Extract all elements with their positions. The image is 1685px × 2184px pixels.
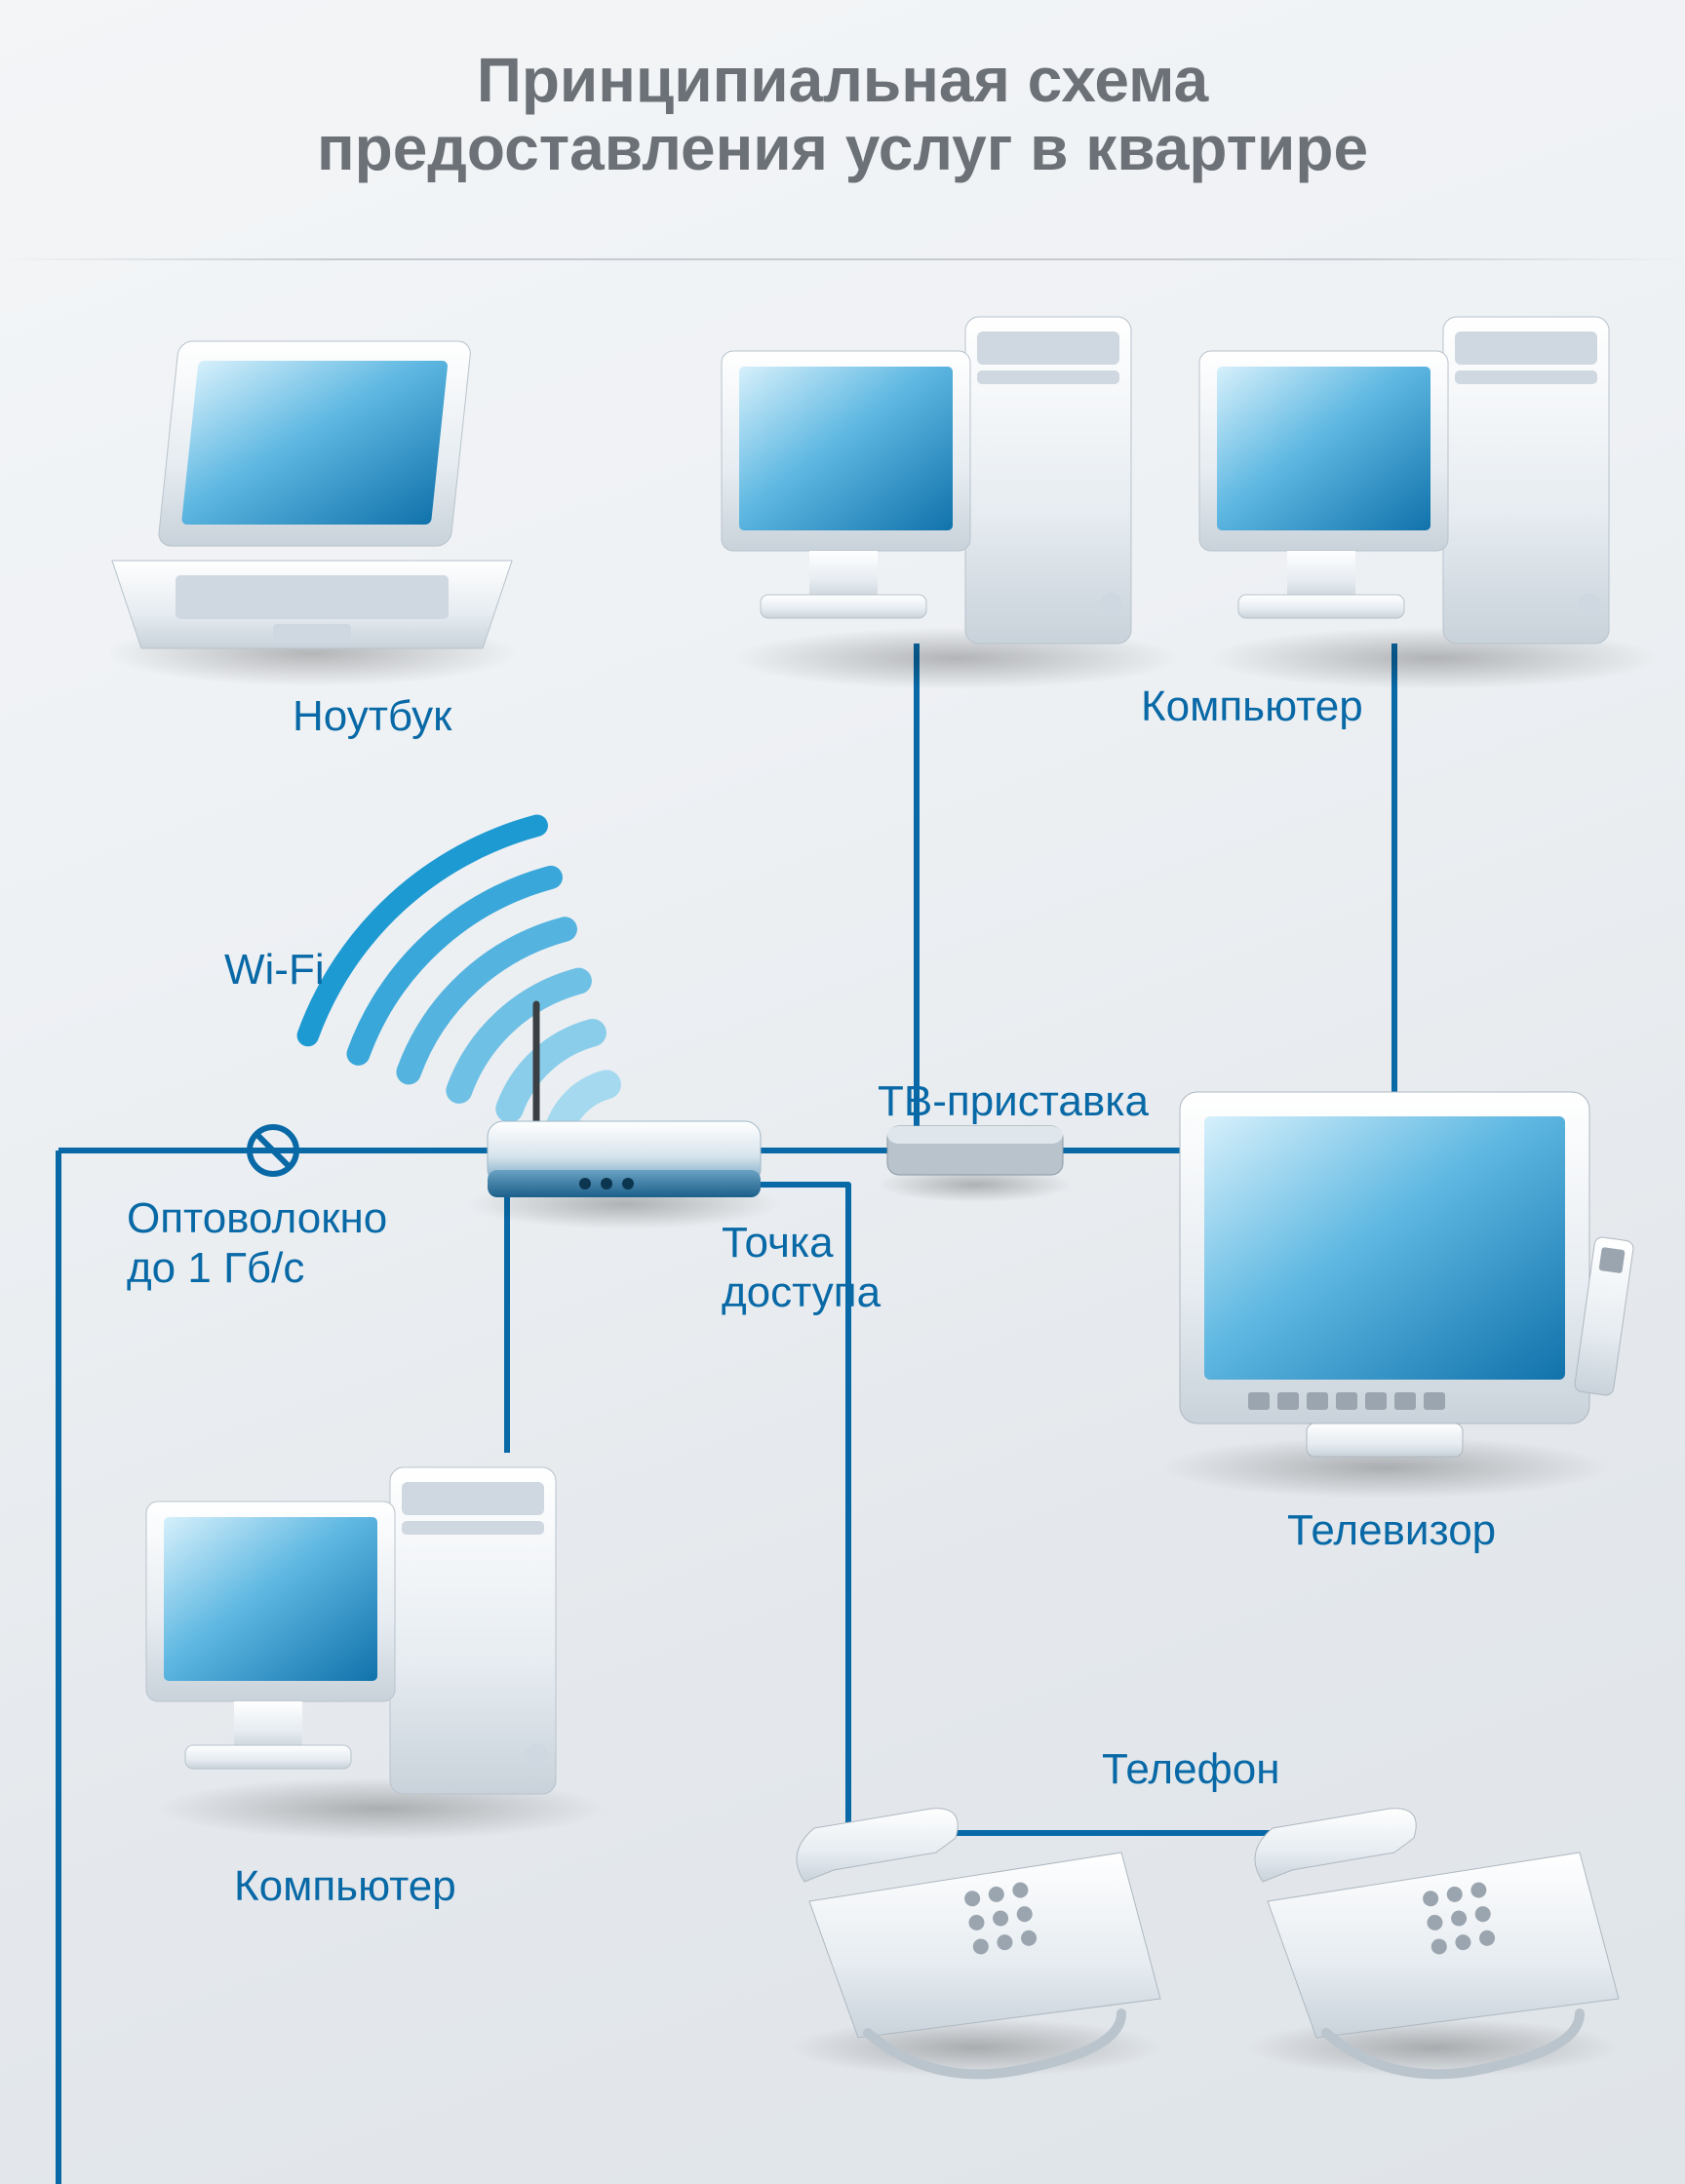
fiber-label: Оптоволокно до 1 Гб/с	[127, 1194, 387, 1293]
edge-router-to-pc-tl	[702, 644, 917, 1150]
laptop-label: Ноутбук	[293, 692, 451, 742]
settop-label: ТВ-приставка	[878, 1077, 1149, 1127]
settop-icon	[878, 1126, 1073, 1202]
tv-icon	[1160, 1092, 1634, 1499]
wifi-label: Wi-Fi	[224, 946, 325, 995]
computers-top-label: Компьютер	[1141, 682, 1363, 732]
computer-top-right-icon	[1199, 317, 1658, 689]
computer-bottom-label: Компьютер	[234, 1862, 456, 1912]
tv-label: Телевизор	[1287, 1506, 1496, 1556]
access-point-label: Точка доступа	[722, 1219, 881, 1317]
computer-bottom-icon	[146, 1467, 605, 1840]
laptop-icon	[107, 341, 517, 686]
phone-label: Телефон	[1102, 1745, 1280, 1795]
phone-left-icon	[790, 1809, 1160, 2077]
computer-top-left-icon	[722, 317, 1180, 689]
network-canvas	[0, 0, 1685, 2184]
wifi-icon	[308, 826, 607, 1127]
phone-right-icon	[1248, 1809, 1619, 2077]
